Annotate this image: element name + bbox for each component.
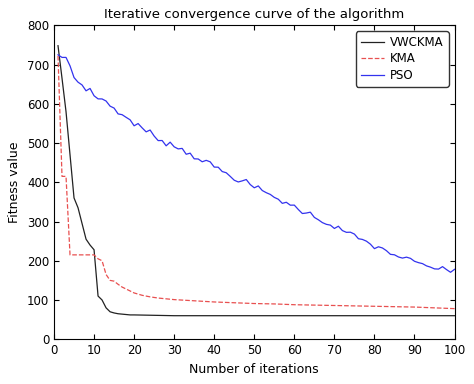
KMA [352, 304, 357, 308]
KMA [292, 303, 297, 307]
KMA [171, 297, 177, 302]
VWCKMA [191, 313, 197, 318]
Y-axis label: Fitness value: Fitness value [9, 142, 21, 223]
KMA [392, 305, 397, 309]
KMA [123, 287, 129, 291]
KMA [211, 300, 217, 304]
VWCKMA [119, 312, 125, 316]
Line: PSO: PSO [58, 55, 455, 272]
KMA [331, 303, 337, 308]
VWCKMA [87, 243, 93, 247]
VWCKMA [71, 196, 77, 200]
PSO [432, 266, 438, 271]
VWCKMA [123, 312, 129, 317]
KMA [164, 296, 169, 301]
VWCKMA [372, 313, 377, 318]
KMA [432, 306, 438, 310]
KMA [272, 301, 277, 306]
VWCKMA [311, 313, 317, 318]
KMA [107, 278, 113, 283]
KMA [91, 253, 97, 257]
VWCKMA [292, 313, 297, 318]
VWCKMA [352, 313, 357, 318]
KMA [115, 282, 121, 286]
KMA [139, 293, 145, 298]
KMA [155, 296, 161, 300]
VWCKMA [331, 313, 337, 318]
Line: KMA: KMA [58, 56, 455, 309]
KMA [71, 253, 77, 257]
PSO [55, 53, 61, 57]
KMA [87, 253, 93, 257]
PSO [259, 188, 265, 193]
VWCKMA [171, 313, 177, 318]
KMA [147, 295, 153, 299]
VWCKMA [272, 313, 277, 318]
KMA [372, 304, 377, 309]
KMA [95, 257, 101, 261]
KMA [127, 289, 133, 293]
VWCKMA [392, 313, 397, 318]
KMA [83, 253, 89, 257]
KMA [99, 258, 105, 263]
Line: VWCKMA: VWCKMA [58, 46, 455, 316]
VWCKMA [75, 205, 81, 210]
KMA [452, 306, 457, 311]
KMA [63, 174, 69, 179]
PSO [147, 128, 153, 132]
KMA [191, 298, 197, 303]
VWCKMA [251, 313, 257, 318]
VWCKMA [211, 313, 217, 318]
KMA [311, 303, 317, 308]
VWCKMA [107, 310, 113, 314]
KMA [55, 54, 61, 58]
KMA [231, 300, 237, 305]
VWCKMA [95, 294, 101, 298]
VWCKMA [452, 313, 457, 318]
PSO [292, 203, 297, 207]
X-axis label: Number of iterations: Number of iterations [190, 362, 319, 376]
VWCKMA [59, 76, 65, 81]
KMA [103, 272, 109, 277]
KMA [111, 279, 117, 283]
VWCKMA [151, 313, 157, 318]
VWCKMA [411, 313, 417, 318]
PSO [447, 270, 453, 275]
VWCKMA [127, 313, 133, 317]
KMA [131, 291, 137, 295]
PSO [131, 124, 137, 128]
KMA [59, 174, 65, 179]
VWCKMA [55, 43, 61, 48]
PSO [452, 267, 457, 271]
KMA [79, 253, 85, 257]
KMA [119, 285, 125, 290]
Title: Iterative convergence curve of the algorithm: Iterative convergence curve of the algor… [104, 8, 404, 22]
VWCKMA [103, 306, 109, 310]
VWCKMA [115, 311, 121, 316]
KMA [251, 301, 257, 306]
VWCKMA [131, 313, 137, 317]
PSO [419, 262, 425, 266]
VWCKMA [99, 298, 105, 302]
KMA [411, 305, 417, 310]
VWCKMA [111, 311, 117, 315]
VWCKMA [63, 109, 69, 114]
KMA [75, 253, 81, 257]
VWCKMA [79, 221, 85, 226]
VWCKMA [67, 152, 73, 157]
VWCKMA [83, 237, 89, 242]
VWCKMA [231, 313, 237, 318]
KMA [67, 253, 73, 257]
VWCKMA [432, 313, 438, 318]
Legend: VWCKMA, KMA, PSO: VWCKMA, KMA, PSO [356, 31, 448, 87]
VWCKMA [91, 247, 97, 252]
